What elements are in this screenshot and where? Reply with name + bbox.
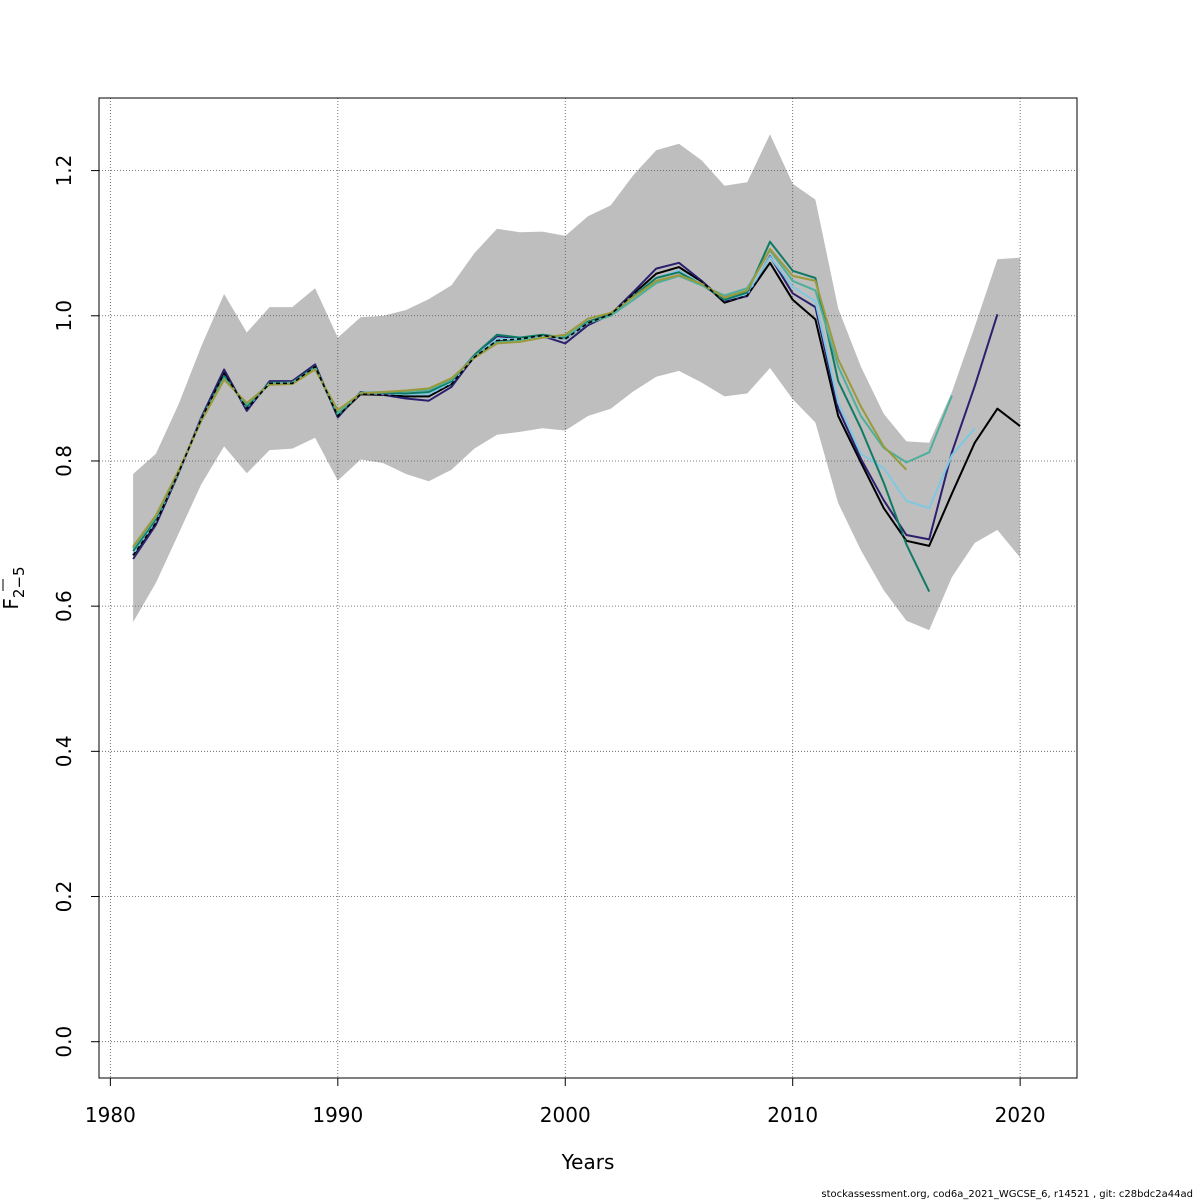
x-tick-label-2000: 2000: [540, 1103, 591, 1127]
confidence-band-layer: [133, 134, 1021, 631]
confidence-band: [133, 134, 1021, 631]
y-tick-label-0.6: 0.6: [52, 590, 76, 622]
y-axis-title: F2−5: [0, 566, 28, 609]
y-axis-title-sub: 2−5: [10, 566, 28, 598]
axis-layer: 1980 1990 2000 2010 2020 0.0 0.2 0.4 0.6 0.8 1.0 1.…: [52, 155, 1046, 1127]
y-axis-title-main: F: [0, 598, 23, 610]
svg-text:F2−5: F2−5: [0, 566, 28, 609]
y-tick-label-0.8: 0.8: [52, 445, 76, 477]
y-tick-label-0.4: 0.4: [52, 735, 76, 767]
x-tick-label-1980: 1980: [85, 1103, 136, 1127]
x-tick-label-2010: 2010: [767, 1103, 818, 1127]
y-tick-label-1.2: 1.2: [52, 155, 76, 187]
x-tick-label-2020: 2020: [995, 1103, 1046, 1127]
footer-text: stockassessment.org, cod6a_2021_WGCSE_6,…: [821, 1189, 1193, 1200]
y-tick-label-0.0: 0.0: [52, 1026, 76, 1058]
y-tick-label-0.2: 0.2: [52, 881, 76, 913]
x-tick-label-1990: 1990: [312, 1103, 363, 1127]
series-layer: [132, 240, 1021, 593]
y-tick-label-1.0: 1.0: [52, 300, 76, 332]
grid-layer: [99, 98, 1077, 1078]
x-axis-title: Years: [561, 1150, 615, 1174]
plot-frame: [98, 97, 1078, 1079]
series-line-2: [132, 255, 999, 560]
